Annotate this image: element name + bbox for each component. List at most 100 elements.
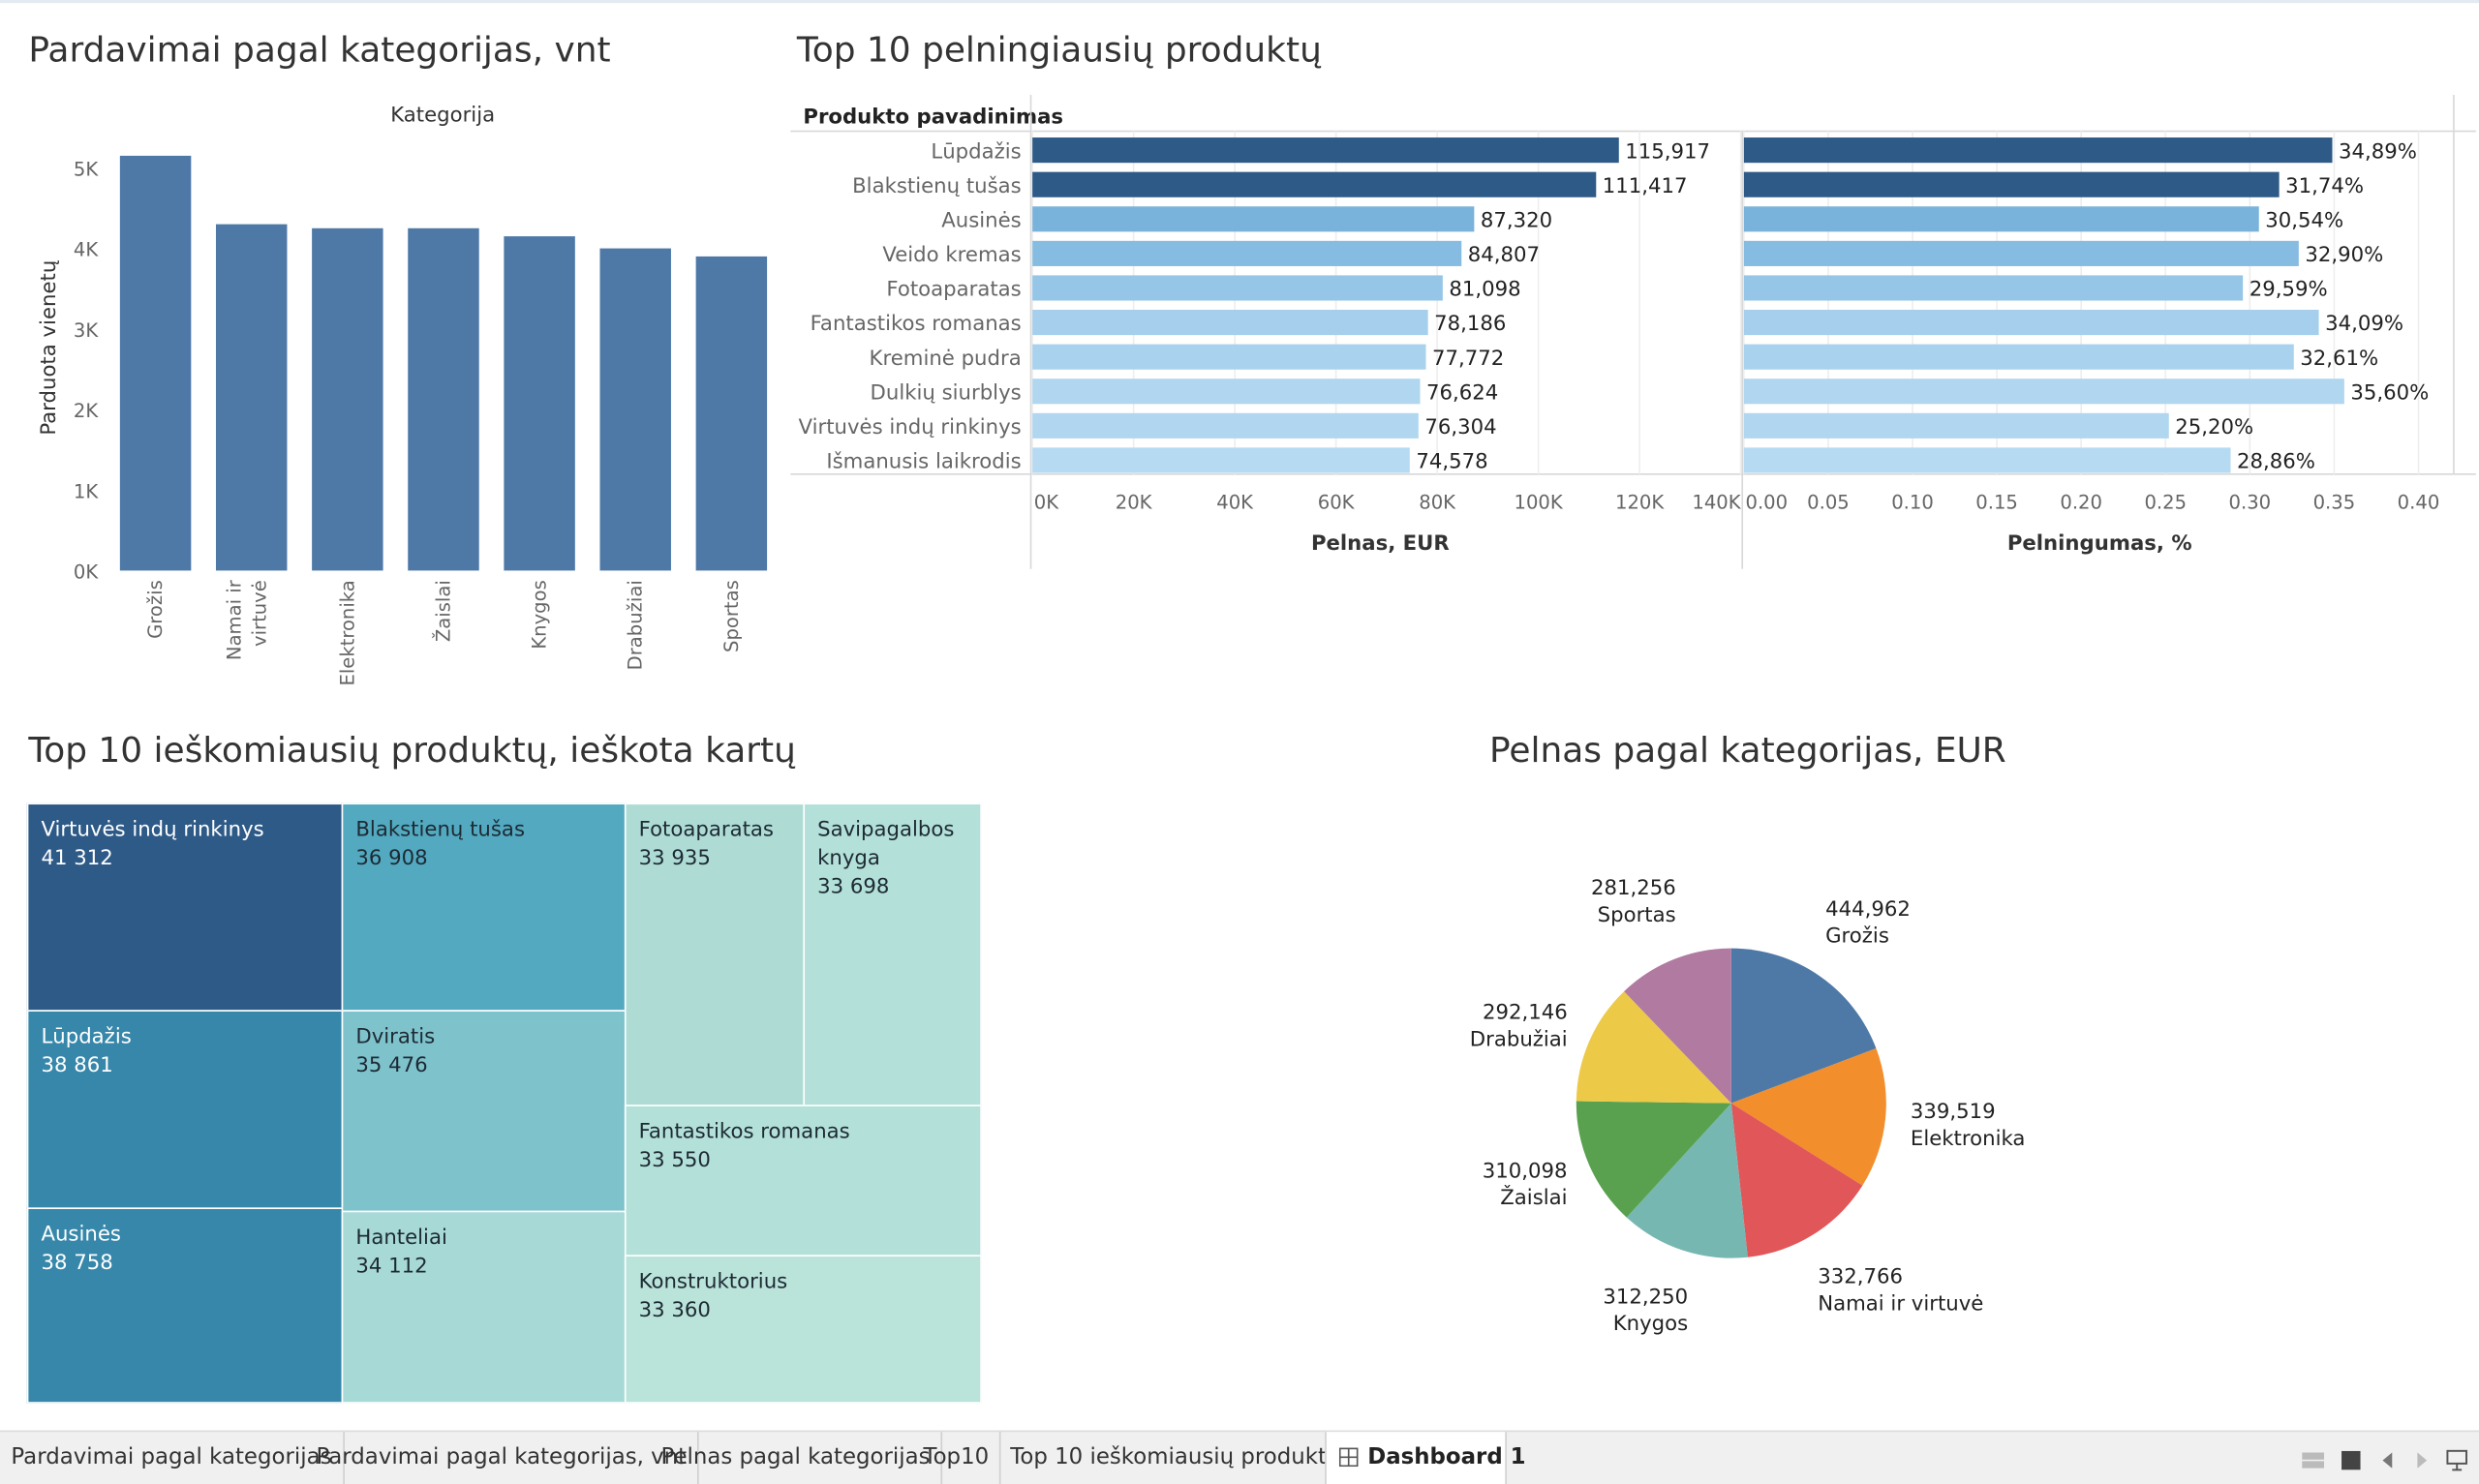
treemap-cell[interactable]: Konstruktorius 33 360 <box>624 1255 982 1404</box>
pie-slice[interactable] <box>1576 991 1731 1104</box>
data-label: 76,624 <box>1426 380 1498 405</box>
data-label: 35,60% <box>2350 380 2429 405</box>
product-bar[interactable] <box>1032 447 1410 473</box>
treemap-cell-name: Fantastikos romanas <box>638 1120 850 1145</box>
product-bar[interactable] <box>1032 137 1619 164</box>
product-bar[interactable] <box>1032 275 1443 301</box>
product-bar[interactable] <box>1032 171 1597 197</box>
product-bar[interactable] <box>1743 137 2333 164</box>
treemap-cell[interactable]: Savipagalbos knyga 33 698 <box>803 803 982 1106</box>
category-bar[interactable] <box>695 256 768 571</box>
y-tick-label: 5K <box>74 159 99 181</box>
treemap-cell[interactable]: Hanteliai 34 112 <box>341 1210 627 1404</box>
tab-dashboard-1-label: Dashboard 1 <box>1367 1444 1526 1470</box>
product-bar[interactable] <box>1743 240 2299 266</box>
x-tick-label: 40K <box>1216 492 1254 514</box>
product-bar[interactable] <box>1743 412 2169 439</box>
data-label: 32,90% <box>2305 243 2383 267</box>
treemap-title: Top 10 ieškomiausių produktų, ieškota ka… <box>28 731 796 772</box>
product-bar[interactable] <box>1032 379 1421 405</box>
bar-chart[interactable]: Kategorija Parduota vienetų 0K 1K 2K 3K 4K 5K Gr… <box>0 87 790 704</box>
tab-dashboard-1[interactable]: Dashboard 1 <box>1325 1432 1526 1484</box>
sheet-tab-bar: Pardavimai pagal kategorijas Pardavimai … <box>0 1430 2479 1484</box>
pie-slice[interactable] <box>1576 1101 1731 1218</box>
pie-slice[interactable] <box>1730 948 1877 1104</box>
pie-chart-title: Pelnas pagal kategorijas, EUR <box>1489 731 2006 772</box>
product-bar[interactable] <box>1032 240 1462 266</box>
next-arrow-icon[interactable] <box>2416 1452 2429 1469</box>
product-bar[interactable] <box>1743 310 2319 336</box>
category-bar[interactable] <box>504 236 575 571</box>
data-label: 76,304 <box>1424 415 1496 439</box>
pie-slice[interactable] <box>1626 1103 1748 1258</box>
pie-category-label: Drabužiai <box>1470 1027 1568 1051</box>
category-bar[interactable] <box>408 227 479 571</box>
pie-category-label: Namai ir virtuvė <box>1818 1291 1983 1316</box>
product-label: Lūpdažis <box>931 139 1021 164</box>
sheet-sorter-icon[interactable] <box>2302 1452 2325 1469</box>
x-axis-title: Pelningumas, % <box>2007 531 2192 556</box>
treemap-cell-value: 36 908 <box>355 847 428 871</box>
product-bar[interactable] <box>1743 379 2344 405</box>
product-bar[interactable] <box>1743 447 2231 473</box>
tab-pelnas-pagal-kategorijas[interactable]: Pelnas pagal kategorijas <box>650 1432 943 1484</box>
category-bar[interactable] <box>599 248 671 571</box>
y-tick-label: 0K <box>74 561 99 584</box>
x-tick-label: 0.20 <box>2060 492 2102 514</box>
product-bar[interactable] <box>1743 206 2259 232</box>
product-label: Virtuvės indų rinkinys <box>799 415 1022 439</box>
x-tick-label: Drabužiai <box>625 580 647 670</box>
tab-pardavimai-pagal-kategorijas[interactable]: Pardavimai pagal kategorijas <box>0 1432 345 1484</box>
filmstrip-icon[interactable] <box>2341 1450 2361 1470</box>
product-label: Išmanusis laikrodis <box>826 450 1021 474</box>
pie-category-label: Knygos <box>1613 1312 1688 1336</box>
data-label: 34,09% <box>2325 312 2403 336</box>
product-bar[interactable] <box>1032 344 1426 370</box>
product-bar[interactable] <box>1032 206 1475 232</box>
data-label: 81,098 <box>1449 278 1520 302</box>
data-label: 34,89% <box>2339 139 2417 164</box>
pie-value-label: 312,250 <box>1603 1285 1688 1309</box>
pie-category-label: Grožis <box>1825 924 1889 949</box>
treemap-cell-value: 34 112 <box>355 1255 428 1279</box>
x-tick-label: 60K <box>1318 492 1356 514</box>
treemap-cell[interactable]: Ausinės 38 758 <box>26 1207 344 1404</box>
category-bar[interactable] <box>312 227 383 571</box>
profit-chart[interactable]: Produkto pavadinimas 0K 20K 40K 60K 80K 100K 12… <box>787 87 2479 577</box>
treemap-cell-value: 33 935 <box>638 847 711 871</box>
presentation-icon[interactable] <box>2446 1449 2468 1471</box>
treemap-cell[interactable]: Blakstienų tušas 36 908 <box>341 803 627 1012</box>
treemap-cell[interactable]: Fantastikos romanas 33 550 <box>624 1105 982 1257</box>
treemap-cell[interactable]: Lūpdažis 38 861 <box>26 1010 344 1210</box>
treemap-cell-value: 38 758 <box>41 1252 113 1276</box>
product-bar[interactable] <box>1743 171 2280 197</box>
tab-top10[interactable]: Top10 <box>912 1432 1002 1484</box>
product-bar[interactable] <box>1032 310 1428 336</box>
product-bar[interactable] <box>1743 344 2294 370</box>
prev-arrow-icon[interactable] <box>2381 1452 2394 1469</box>
treemap-cell-name: Savipagalbos knyga <box>817 818 955 871</box>
product-label: Fantastikos romanas <box>811 312 1022 336</box>
product-bar[interactable] <box>1032 412 1419 439</box>
pie-slice[interactable] <box>1730 1047 1886 1186</box>
treemap-cell[interactable]: Fotoaparatas 33 935 <box>624 803 806 1106</box>
tab-top-10-ieskomiausiu[interactable]: Top 10 ieškomiausių produktų <box>999 1432 1354 1484</box>
treemap[interactable]: Virtuvės indų rinkinys 41 312 Blakstienų… <box>26 803 982 1404</box>
data-label: 30,54% <box>2265 208 2343 232</box>
x-tick-label: 20K <box>1116 492 1153 514</box>
profit-chart-title: Top 10 pelningiausių produktų <box>796 31 1322 72</box>
x-tick-label: 140K <box>1692 492 1741 514</box>
product-label: Ausinės <box>941 208 1021 232</box>
treemap-cell[interactable]: Virtuvės indų rinkinys 41 312 <box>26 803 344 1012</box>
product-bar[interactable] <box>1743 275 2244 301</box>
data-label: 77,772 <box>1432 347 1504 371</box>
product-label: Blakstienų tušas <box>852 174 1022 198</box>
treemap-cell[interactable]: Dviratis 35 476 <box>341 1010 627 1213</box>
pie-slice[interactable] <box>1624 948 1731 1104</box>
category-bar[interactable] <box>119 155 192 571</box>
tab-pardavimai-pagal-kategorijas-vnt[interactable]: Pardavimai pagal kategorijas, vnt <box>305 1432 700 1484</box>
pie-slice[interactable] <box>1730 1103 1863 1257</box>
category-bar[interactable] <box>215 224 288 571</box>
